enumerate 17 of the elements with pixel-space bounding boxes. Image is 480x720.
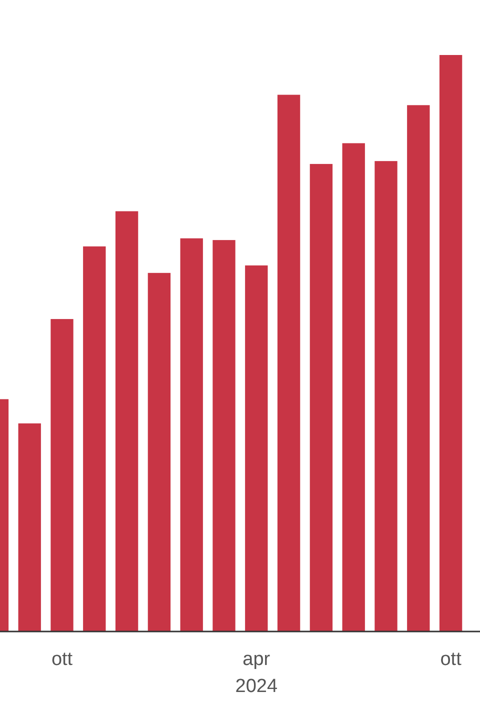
- x-tick-label: apr 2024: [235, 649, 278, 697]
- bar: [83, 246, 106, 632]
- bar: [148, 272, 171, 632]
- bar: [18, 423, 41, 632]
- bar: [50, 319, 74, 632]
- bar: [245, 265, 268, 632]
- bar: [407, 105, 430, 632]
- bar: [374, 161, 398, 632]
- bar: [439, 55, 462, 632]
- bar: [115, 211, 138, 632]
- bar: [310, 164, 333, 632]
- bar: [212, 240, 236, 632]
- bar: [180, 238, 203, 632]
- x-tick-label: ott: [51, 649, 74, 670]
- bar: [342, 143, 365, 632]
- bar: [277, 94, 300, 632]
- x-tick-label: ott: [440, 649, 462, 670]
